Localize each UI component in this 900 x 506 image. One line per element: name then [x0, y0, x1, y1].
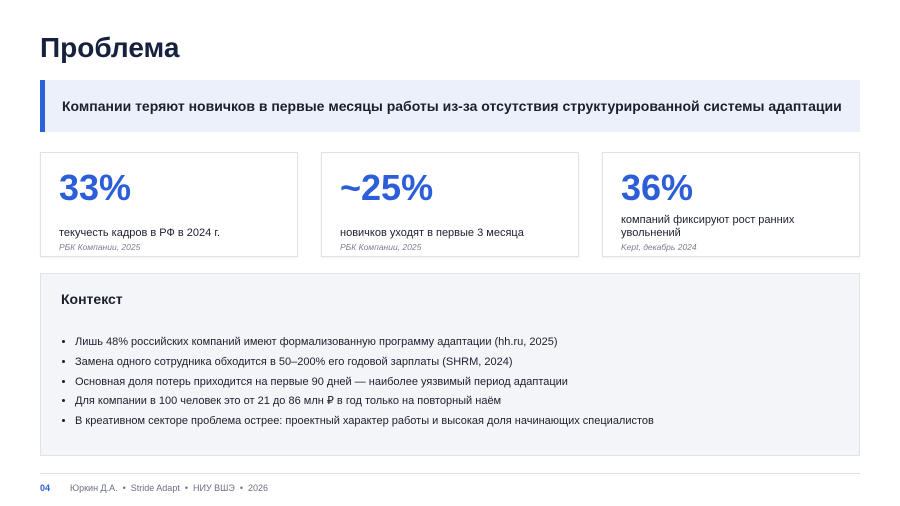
banner-text: Компании теряют новичков в первые месяцы…	[62, 98, 842, 114]
stat-card: ~25% новичков уходят в первые 3 месяца Р…	[321, 152, 579, 257]
context-box: Контекст Лишь 48% российских компаний им…	[40, 273, 860, 456]
stat-description: текучесть кадров в РФ в 2024 г.	[59, 227, 221, 239]
stat-source: РБК Компании, 2025	[59, 242, 141, 252]
stat-source: Kept, декабрь 2024	[621, 242, 697, 252]
banner: Компании теряют новичков в первые месяцы…	[40, 80, 860, 132]
stat-card: 33% текучесть кадров в РФ в 2024 г. РБК …	[40, 152, 298, 257]
stat-value: ~25%	[340, 167, 434, 208]
stat-value: 33%	[59, 167, 132, 208]
title: Проблема	[40, 32, 180, 63]
footer-text: Юркин Д.А. • Stride Adapt • НИУ ВШЭ • 20…	[70, 483, 269, 493]
context-item: В креативном секторе проблема острее: пр…	[75, 414, 654, 434]
stat-source: РБК Компании, 2025	[340, 242, 422, 252]
stat-description: компаний фиксируют рост ранних увольнени…	[621, 214, 795, 239]
stat-description: новичков уходят в первые 3 месяца	[340, 227, 524, 239]
context-item: Основная доля потерь приходится на первы…	[75, 375, 654, 395]
context-title: Контекст	[61, 291, 123, 307]
context-list: Лишь 48% российских компаний имеют форма…	[61, 335, 654, 434]
context-item: Лишь 48% российских компаний имеют форма…	[75, 335, 654, 355]
footer-rule	[40, 473, 860, 474]
context-item: Замена одного сотрудника обходится в 50–…	[75, 355, 654, 375]
stat-card: 36% компаний фиксируют рост ранних уволь…	[602, 152, 860, 257]
stat-value: 36%	[621, 167, 694, 208]
page-number: 04	[40, 483, 51, 493]
context-item: Для компании в 100 человек это от 21 до …	[75, 394, 654, 414]
